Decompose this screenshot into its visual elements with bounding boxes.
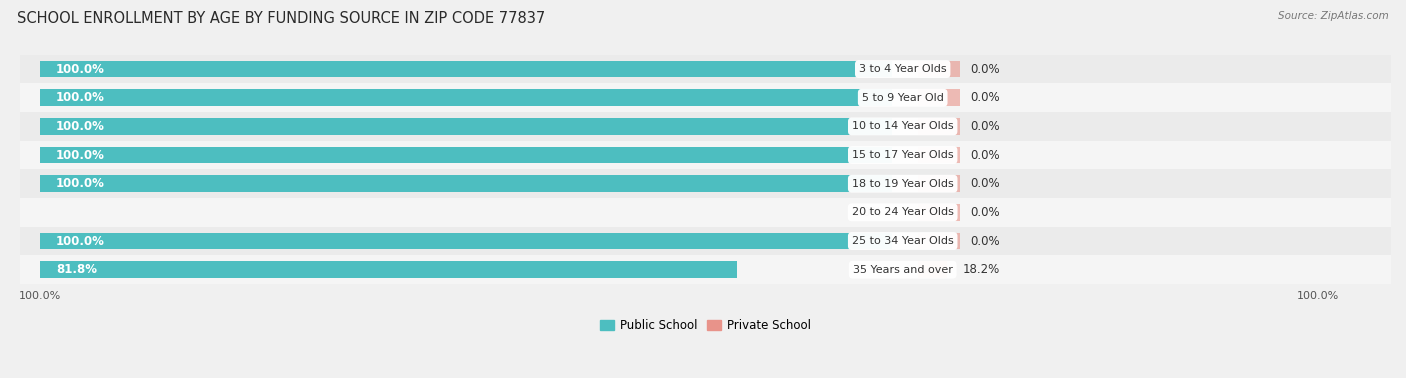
- Bar: [918, 147, 960, 163]
- Text: 20 to 24 Year Olds: 20 to 24 Year Olds: [852, 208, 953, 217]
- Text: 100.0%: 100.0%: [56, 63, 105, 76]
- Text: Source: ZipAtlas.com: Source: ZipAtlas.com: [1278, 11, 1389, 21]
- Text: 100.0%: 100.0%: [20, 291, 62, 301]
- Bar: [41, 118, 893, 135]
- Text: 0.0%: 0.0%: [970, 206, 1000, 219]
- Bar: [20, 227, 1391, 256]
- Text: 0.0%: 0.0%: [970, 234, 1000, 248]
- Bar: [20, 256, 1391, 284]
- Bar: [41, 261, 737, 278]
- Text: 100.0%: 100.0%: [56, 91, 105, 104]
- Bar: [918, 61, 960, 77]
- Bar: [918, 233, 960, 249]
- Bar: [41, 61, 893, 77]
- Bar: [918, 204, 960, 221]
- Text: 15 to 17 Year Olds: 15 to 17 Year Olds: [852, 150, 953, 160]
- Text: 0.0%: 0.0%: [970, 149, 1000, 161]
- Bar: [918, 261, 946, 278]
- Bar: [20, 84, 1391, 112]
- Text: 100.0%: 100.0%: [56, 177, 105, 190]
- Text: 10 to 14 Year Olds: 10 to 14 Year Olds: [852, 121, 953, 132]
- Bar: [20, 55, 1391, 84]
- Text: 100.0%: 100.0%: [1296, 291, 1339, 301]
- Text: 0.0%: 0.0%: [970, 91, 1000, 104]
- Bar: [918, 175, 960, 192]
- Text: 100.0%: 100.0%: [56, 234, 105, 248]
- Bar: [20, 141, 1391, 169]
- Text: 25 to 34 Year Olds: 25 to 34 Year Olds: [852, 236, 953, 246]
- Text: 18 to 19 Year Olds: 18 to 19 Year Olds: [852, 179, 953, 189]
- Legend: Public School, Private School: Public School, Private School: [595, 314, 815, 337]
- Text: 100.0%: 100.0%: [56, 149, 105, 161]
- Bar: [41, 175, 893, 192]
- Text: 18.2%: 18.2%: [962, 263, 1000, 276]
- Text: SCHOOL ENROLLMENT BY AGE BY FUNDING SOURCE IN ZIP CODE 77837: SCHOOL ENROLLMENT BY AGE BY FUNDING SOUR…: [17, 11, 546, 26]
- Text: 0.0%: 0.0%: [970, 177, 1000, 190]
- Bar: [20, 169, 1391, 198]
- Text: 35 Years and over: 35 Years and over: [853, 265, 953, 275]
- Text: 0.0%: 0.0%: [970, 120, 1000, 133]
- Bar: [918, 90, 960, 106]
- Text: 5 to 9 Year Old: 5 to 9 Year Old: [862, 93, 943, 103]
- Text: 3 to 4 Year Olds: 3 to 4 Year Olds: [859, 64, 946, 74]
- Bar: [20, 112, 1391, 141]
- Text: 0.0%: 0.0%: [970, 63, 1000, 76]
- Text: 81.8%: 81.8%: [56, 263, 97, 276]
- Text: 100.0%: 100.0%: [56, 120, 105, 133]
- Bar: [41, 147, 893, 163]
- Bar: [20, 198, 1391, 227]
- Bar: [41, 90, 893, 106]
- Bar: [41, 233, 893, 249]
- Bar: [918, 118, 960, 135]
- Text: 0.0%: 0.0%: [852, 206, 882, 219]
